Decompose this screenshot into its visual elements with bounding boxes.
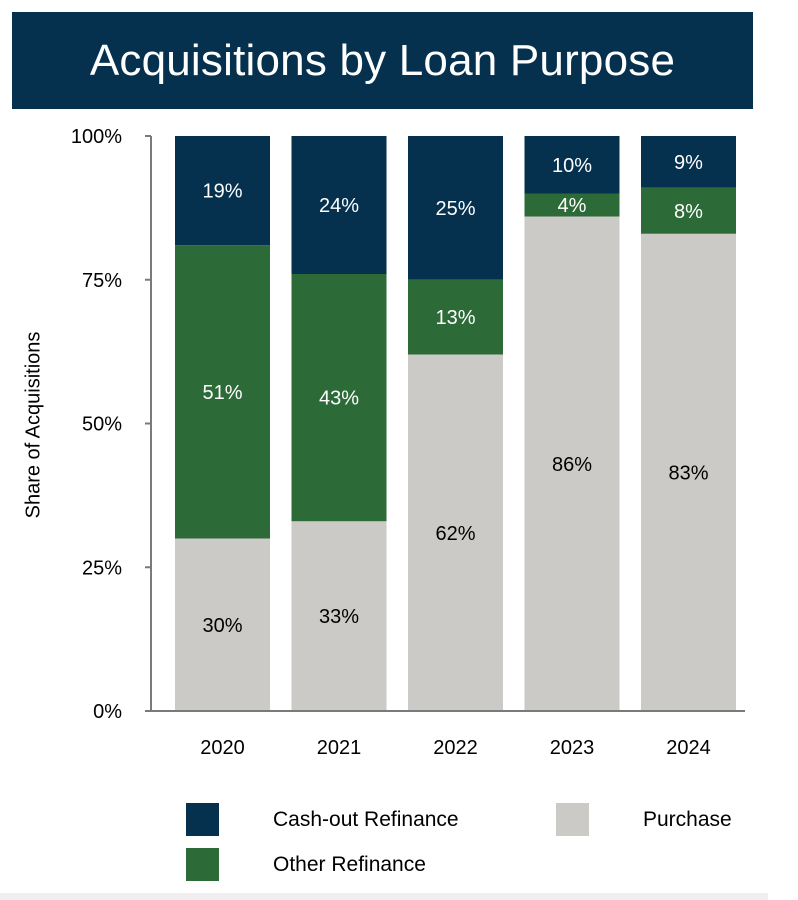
y-tick-label: 100% — [71, 126, 122, 148]
y-tick-label: 75% — [82, 270, 122, 292]
bar-segment-other-refinance-2021 — [291, 274, 387, 522]
data-label-other-refinance-2022: 13% — [435, 307, 475, 329]
data-label-cash-out-refinance-2022: 25% — [435, 198, 475, 220]
bar-segment-purchase-2023 — [524, 216, 620, 711]
data-label-other-refinance-2020: 51% — [202, 382, 242, 404]
data-label-purchase-2023: 86% — [552, 454, 592, 476]
data-label-cash-out-refinance-2021: 24% — [319, 195, 359, 217]
legend-swatch-purchase — [556, 803, 589, 836]
data-label-purchase-2022: 62% — [435, 523, 475, 545]
legend-item-cash-out-refinance: Cash-out Refinance — [186, 803, 459, 836]
legend-item-purchase: Purchase — [556, 803, 732, 836]
legend-swatch-other-refinance — [186, 848, 219, 881]
bar-segment-cash-out-refinance-2022 — [408, 136, 503, 280]
data-label-cash-out-refinance-2024: 9% — [674, 152, 703, 174]
legend-label-cash-out-refinance: Cash-out Refinance — [273, 807, 459, 831]
bar-segment-cash-out-refinance-2024 — [641, 136, 736, 188]
bar-segment-cash-out-refinance-2021 — [291, 136, 387, 274]
chart-title-bar: Acquisitions by Loan Purpose — [12, 12, 753, 109]
bar-segment-other-refinance-2022 — [408, 279, 503, 355]
x-tick-label-2021: 2021 — [317, 737, 362, 759]
bar-segment-other-refinance-2020 — [175, 245, 270, 539]
y-tick-label: 50% — [82, 414, 122, 436]
legend-swatch-cash-out-refinance — [186, 803, 219, 836]
bar-segment-purchase-2022 — [408, 354, 503, 711]
data-label-purchase-2020: 30% — [202, 615, 242, 637]
bottom-divider — [0, 893, 768, 900]
legend-label-purchase: Purchase — [643, 807, 732, 831]
legend-item-other-refinance: Other Refinance — [186, 848, 426, 881]
y-tick-label: 25% — [82, 557, 122, 579]
data-label-purchase-2021: 33% — [319, 606, 359, 628]
bar-segment-purchase-2021 — [291, 521, 387, 711]
bar-segment-other-refinance-2024 — [641, 187, 736, 234]
x-tick-label-2023: 2023 — [550, 737, 595, 759]
bar-segment-cash-out-refinance-2023 — [524, 136, 620, 194]
bar-segment-other-refinance-2023 — [524, 193, 620, 217]
legend-label-other-refinance: Other Refinance — [273, 852, 426, 876]
data-label-other-refinance-2023: 4% — [558, 195, 587, 217]
x-tick-label-2024: 2024 — [666, 737, 711, 759]
x-tick-label-2022: 2022 — [433, 737, 478, 759]
data-label-cash-out-refinance-2020: 19% — [202, 181, 242, 203]
bar-segment-purchase-2024 — [641, 233, 736, 711]
chart-title: Acquisitions by Loan Purpose — [89, 35, 676, 85]
bar-segment-purchase-2020 — [175, 538, 270, 711]
data-label-cash-out-refinance-2023: 10% — [552, 155, 592, 177]
data-label-other-refinance-2021: 43% — [319, 388, 359, 410]
data-label-other-refinance-2024: 8% — [674, 201, 703, 223]
data-label-purchase-2024: 83% — [668, 462, 708, 484]
bar-segment-cash-out-refinance-2020 — [175, 136, 270, 246]
x-tick-label-2020: 2020 — [200, 737, 245, 759]
y-tick-label: 0% — [93, 701, 122, 723]
